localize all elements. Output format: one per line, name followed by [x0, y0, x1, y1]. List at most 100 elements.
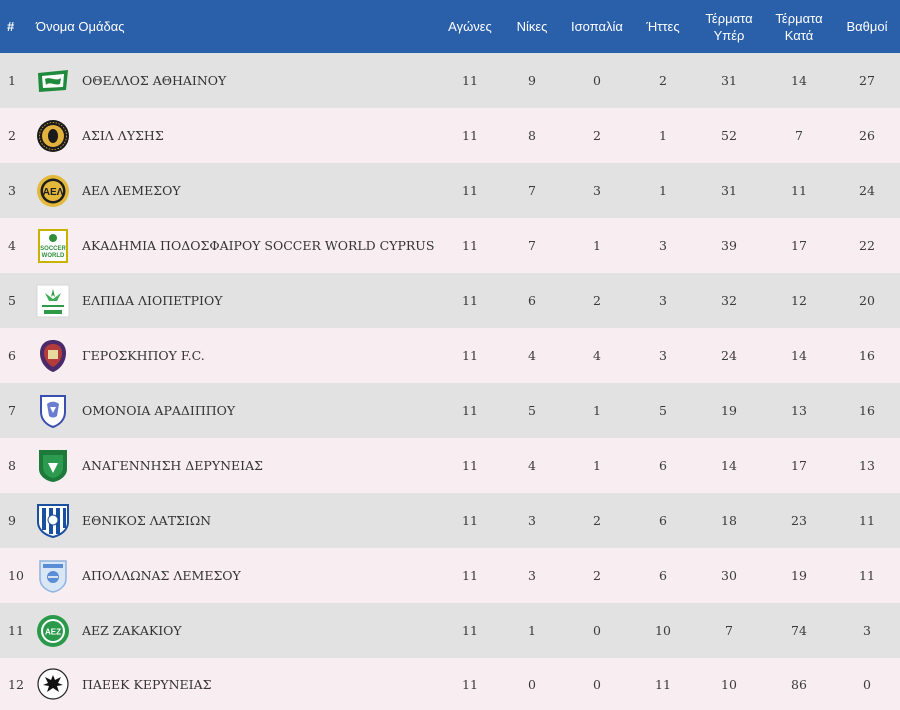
asil-crest-icon	[36, 119, 70, 153]
goals-against-cell: 7	[795, 128, 803, 143]
goals-against-cell: 13	[791, 403, 807, 418]
wins-cell: 9	[528, 73, 536, 88]
rank-cell: 6	[8, 348, 16, 363]
team-cell[interactable]: ΑΕΛ ΑΕΛ ΛΕΜΕΣΟΥ	[34, 163, 438, 218]
header-played[interactable]: Αγώνες	[448, 19, 492, 34]
rank-cell: 5	[8, 293, 16, 308]
team-cell[interactable]: ΑΝΑΓΕΝΝΗΣΗ ΔΕΡΥΝΕΙΑΣ	[34, 438, 438, 493]
team-wrap: ΕΛΠΙΔΑ ΛΙΟΠΕΤΡΙΟΥ	[36, 284, 438, 318]
team-cell[interactable]: ΕΛΠΙΔΑ ΛΙΟΠΕΤΡΙΟΥ	[34, 273, 438, 328]
team-cell[interactable]: ΠΑΕΕΚ ΚΕΡΥΝΕΙΑΣ	[34, 658, 438, 710]
wins-cell: 8	[528, 128, 536, 143]
table-row[interactable]: 6 ΓΕΡΟΣΚΗΠΟΥ F.C. 11 4 4 3 24 14 16	[0, 328, 900, 383]
ael-crest-icon: ΑΕΛ	[36, 174, 70, 208]
table-row[interactable]: 4 SOCCER WORLD ΑΚΑΔΗΜΙΑ ΠΟΔΟΣΦΑΙΡΟΥ SOCCER …	[0, 218, 900, 273]
losses-cell: 2	[659, 73, 667, 88]
table-row[interactable]: 3 ΑΕΛ ΑΕΛ ΛΕΜΕΣΟΥ 11 7 3 1 31 11 24	[0, 163, 900, 218]
draws-cell: 1	[593, 458, 601, 473]
goals-for-cell: 7	[725, 623, 733, 638]
played-cell: 11	[462, 568, 478, 583]
team-name[interactable]: ΑΚΑΔΗΜΙΑ ΠΟΔΟΣΦΑΙΡΟΥ SOCCER WORLD CYPRUS	[82, 238, 435, 253]
team-wrap: ΟΘΕΛΛΟΣ ΑΘΗΑΙΝΟΥ	[36, 64, 438, 98]
wins-cell: 1	[528, 623, 536, 638]
team-name[interactable]: ΑΠΟΛΛΩΝΑΣ ΛΕΜΕΣΟΥ	[82, 568, 241, 583]
wins-cell: 3	[528, 568, 536, 583]
draws-cell: 0	[593, 676, 601, 692]
anagennisi-crest-icon	[36, 449, 70, 483]
team-name[interactable]: ΑΕΖ ΖΑΚΑΚΙΟΥ	[82, 623, 182, 638]
table-row[interactable]: 11 ΑΕΖ ΑΕΖ ΖΑΚΑΚΙΟΥ 11 1 0 10 7 74 3	[0, 603, 900, 658]
team-wrap: ΕΘΝΙΚΟΣ ΛΑΤΣΙΩΝ	[36, 503, 438, 538]
wins-cell: 0	[528, 676, 536, 692]
draws-cell: 1	[593, 403, 601, 418]
aez-crest-icon: ΑΕΖ	[36, 614, 70, 648]
team-cell[interactable]: ΟΜΟΝΟΙΑ ΑΡΑΔΙΠΠΟΥ	[34, 383, 438, 438]
svg-text:ΑΕΖ: ΑΕΖ	[45, 627, 61, 636]
goals-for-cell: 10	[721, 676, 737, 692]
table-row[interactable]: 9 ΕΘΝΙΚΟΣ ΛΑΤΣΙΩΝ 11 3 2 6 18 23 11	[0, 493, 900, 548]
header-goals-for-line1: Τέρματα	[705, 10, 753, 26]
points-cell: 26	[859, 128, 875, 143]
team-name[interactable]: ΕΘΝΙΚΟΣ ΛΑΤΣΙΩΝ	[82, 513, 212, 528]
team-name[interactable]: ΑΣΙΛ ΛΥΣΗΣ	[82, 128, 164, 143]
svg-text:ΑΕΛ: ΑΕΛ	[43, 187, 64, 198]
table-row[interactable]: 2 ΑΣΙΛ ΛΥΣΗΣ 11 8 2 1 52 7 26	[0, 108, 900, 163]
played-cell: 11	[462, 623, 478, 638]
rank-cell: 10	[8, 568, 24, 583]
losses-cell: 3	[659, 238, 667, 253]
goals-against-cell: 17	[791, 238, 807, 253]
team-cell[interactable]: ΟΘΕΛΛΟΣ ΑΘΗΑΙΝΟΥ	[34, 53, 438, 108]
team-name[interactable]: ΟΜΟΝΟΙΑ ΑΡΑΔΙΠΠΟΥ	[82, 403, 236, 418]
team-name[interactable]: ΑΝΑΓΕΝΝΗΣΗ ΔΕΡΥΝΕΙΑΣ	[82, 458, 263, 473]
table-row[interactable]: 1 ΟΘΕΛΛΟΣ ΑΘΗΑΙΝΟΥ 11 9 0 2 31 14 27	[0, 53, 900, 108]
draws-cell: 1	[593, 238, 601, 253]
points-cell: 13	[859, 458, 875, 473]
header-goals-for[interactable]: Τέρματα Υπέρ	[694, 0, 764, 53]
header-rank[interactable]: #	[7, 19, 15, 34]
wins-cell: 7	[528, 183, 536, 198]
apollon-crest-icon	[36, 559, 70, 593]
team-name[interactable]: ΓΕΡΟΣΚΗΠΟΥ F.C.	[82, 348, 205, 363]
played-cell: 11	[462, 458, 478, 473]
team-name[interactable]: ΕΛΠΙΔΑ ΛΙΟΠΕΤΡΙΟΥ	[82, 293, 223, 308]
soccer-world-crest-icon: SOCCER WORLD	[36, 228, 70, 263]
points-cell: 11	[859, 513, 875, 528]
team-name[interactable]: ΠΑΕΕΚ ΚΕΡΥΝΕΙΑΣ	[82, 676, 212, 692]
header-draws[interactable]: Ισοπαλία	[571, 19, 623, 34]
goals-against-cell: 14	[791, 348, 807, 363]
table-row[interactable]: 12 ΠΑΕΕΚ ΚΕΡΥΝΕΙΑΣ 11 0 0 11 10 86 0	[0, 658, 900, 710]
header-losses[interactable]: Ήττες	[646, 19, 680, 34]
team-cell[interactable]: SOCCER WORLD ΑΚΑΔΗΜΙΑ ΠΟΔΟΣΦΑΙΡΟΥ SOCCER W…	[34, 218, 438, 273]
team-cell[interactable]: ΑΕΖ ΑΕΖ ΖΑΚΑΚΙΟΥ	[34, 603, 438, 658]
goals-for-cell: 24	[721, 348, 737, 363]
table-row[interactable]: 10 ΑΠΟΛΛΩΝΑΣ ΛΕΜΕΣΟΥ 11 3 2 6 30 19 11	[0, 548, 900, 603]
header-goals-against[interactable]: Τέρματα Κατά	[764, 0, 834, 53]
points-cell: 16	[859, 403, 875, 418]
rank-cell: 3	[8, 183, 16, 198]
team-cell[interactable]: ΑΣΙΛ ΛΥΣΗΣ	[34, 108, 438, 163]
header-team[interactable]: Όνομα Ομάδας	[36, 19, 125, 34]
losses-cell: 3	[659, 293, 667, 308]
elpida-crest-icon	[36, 284, 70, 318]
team-cell[interactable]: ΓΕΡΟΣΚΗΠΟΥ F.C.	[34, 328, 438, 383]
draws-cell: 3	[593, 183, 601, 198]
points-cell: 0	[863, 676, 871, 692]
table-row[interactable]: 7 ΟΜΟΝΟΙΑ ΑΡΑΔΙΠΠΟΥ 11 5 1 5 19 13 16	[0, 383, 900, 438]
goals-for-cell: 32	[721, 293, 737, 308]
table-row[interactable]: 5 ΕΛΠΙΔΑ ΛΙΟΠΕΤΡΙΟΥ 11 6 2 3 32 12 20	[0, 273, 900, 328]
team-name[interactable]: ΟΘΕΛΛΟΣ ΑΘΗΑΙΝΟΥ	[82, 73, 227, 88]
losses-cell: 6	[659, 513, 667, 528]
table-row[interactable]: 8 ΑΝΑΓΕΝΝΗΣΗ ΔΕΡΥΝΕΙΑΣ 11 4 1 6 14 17 13	[0, 438, 900, 493]
team-cell[interactable]: ΕΘΝΙΚΟΣ ΛΑΤΣΙΩΝ	[34, 493, 438, 548]
team-name[interactable]: ΑΕΛ ΛΕΜΕΣΟΥ	[82, 183, 181, 198]
goals-against-cell: 11	[791, 183, 807, 198]
header-points[interactable]: Βαθμοί	[846, 19, 888, 34]
team-cell[interactable]: ΑΠΟΛΛΩΝΑΣ ΛΕΜΕΣΟΥ	[34, 548, 438, 603]
goals-for-cell: 30	[721, 568, 737, 583]
rank-cell: 7	[8, 403, 16, 418]
draws-cell: 2	[593, 568, 601, 583]
othellos-crest-icon	[36, 64, 70, 98]
wins-cell: 5	[528, 403, 536, 418]
losses-cell: 5	[659, 403, 667, 418]
header-wins[interactable]: Νίκες	[516, 19, 548, 34]
